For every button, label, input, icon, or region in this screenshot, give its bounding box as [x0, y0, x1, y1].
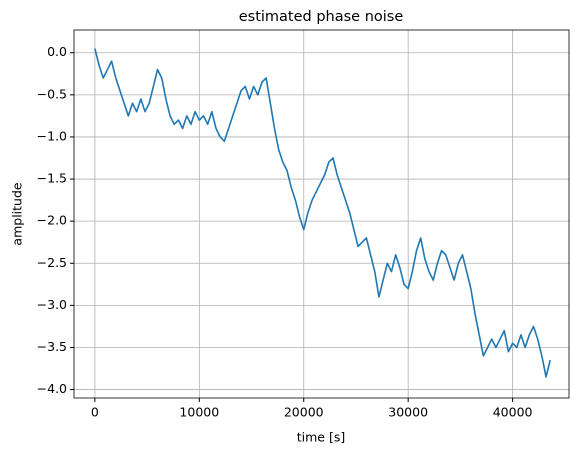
y-tick-label: −2.5 — [37, 255, 67, 270]
x-tick-label: 30000 — [388, 405, 428, 420]
y-tick-label: −3.0 — [37, 297, 67, 312]
y-tick-label: −3.5 — [37, 339, 67, 354]
x-tick-label: 20000 — [284, 405, 324, 420]
y-tick-label: −4.0 — [37, 381, 67, 396]
y-axis-label: amplitude — [10, 182, 25, 245]
plot-frame — [73, 29, 570, 399]
y-tick-label: −1.0 — [37, 128, 67, 143]
x-axis-label: time [s] — [297, 430, 345, 445]
y-tick-label: −1.5 — [37, 171, 67, 186]
x-tick-label: 10000 — [179, 405, 219, 420]
x-tick-label: 0 — [91, 405, 99, 420]
x-tick-label: 40000 — [493, 405, 533, 420]
y-tick-label: −2.0 — [37, 213, 67, 228]
y-tick-label: −0.5 — [37, 86, 67, 101]
data-line — [94, 48, 551, 378]
chart-title: estimated phase noise — [239, 9, 404, 25]
y-tick-label: 0.0 — [47, 44, 67, 59]
